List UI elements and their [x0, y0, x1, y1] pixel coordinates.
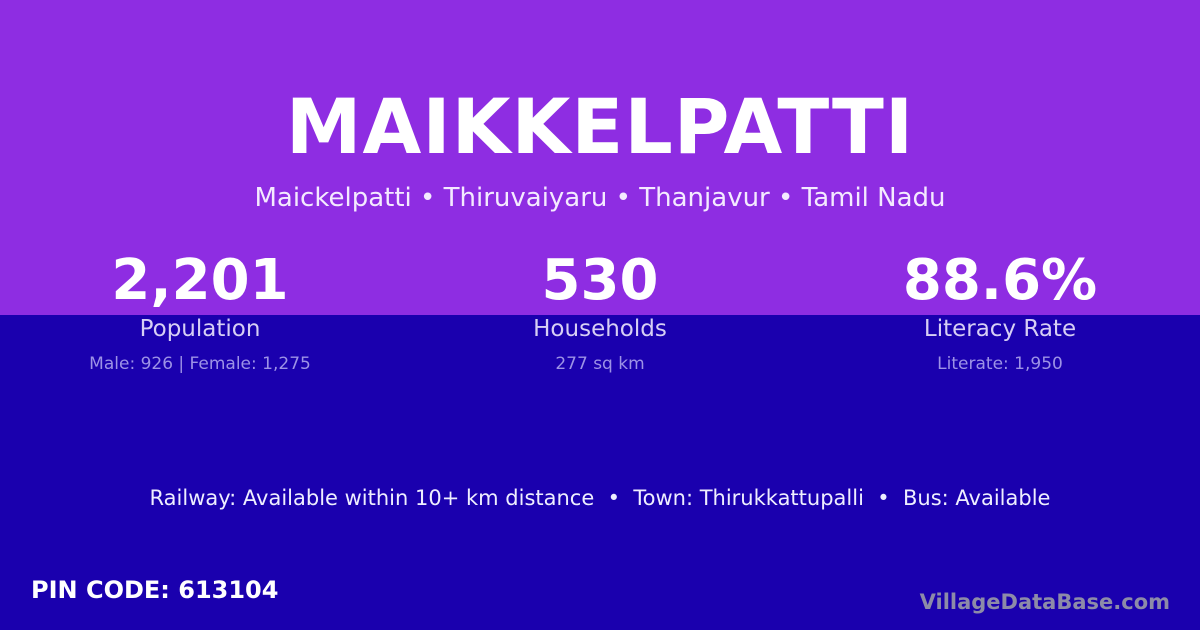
header-band	[0, 0, 1200, 315]
stat-label: Households	[533, 316, 667, 342]
stat-value: 2,201	[111, 248, 289, 313]
stat-literacy: 88.6% Literacy Rate Literate: 1,950	[800, 248, 1200, 375]
brand-logo: VillageDataBase.com	[919, 590, 1170, 614]
stat-detail: 277 sq km	[555, 354, 645, 374]
stat-households: 530 Households 277 sq km	[400, 248, 800, 375]
stat-label: Population	[139, 316, 261, 342]
location-breadcrumb: Maickelpatti • Thiruvaiyaru • Thanjavur …	[254, 183, 946, 213]
stat-value: 88.6%	[902, 248, 1098, 313]
pin-code: PIN CODE: 613104	[31, 576, 279, 604]
stat-detail: Literate: 1,950	[937, 354, 1063, 374]
stat-value: 530	[541, 248, 659, 313]
facilities-line: Railway: Available within 10+ km distanc…	[149, 486, 1051, 510]
village-title: MAIKKELPATTI	[285, 82, 915, 171]
stat-label: Literacy Rate	[923, 316, 1077, 342]
stat-population: 2,201 Population Male: 926 | Female: 1,2…	[0, 248, 400, 375]
stat-detail: Male: 926 | Female: 1,275	[89, 354, 311, 374]
